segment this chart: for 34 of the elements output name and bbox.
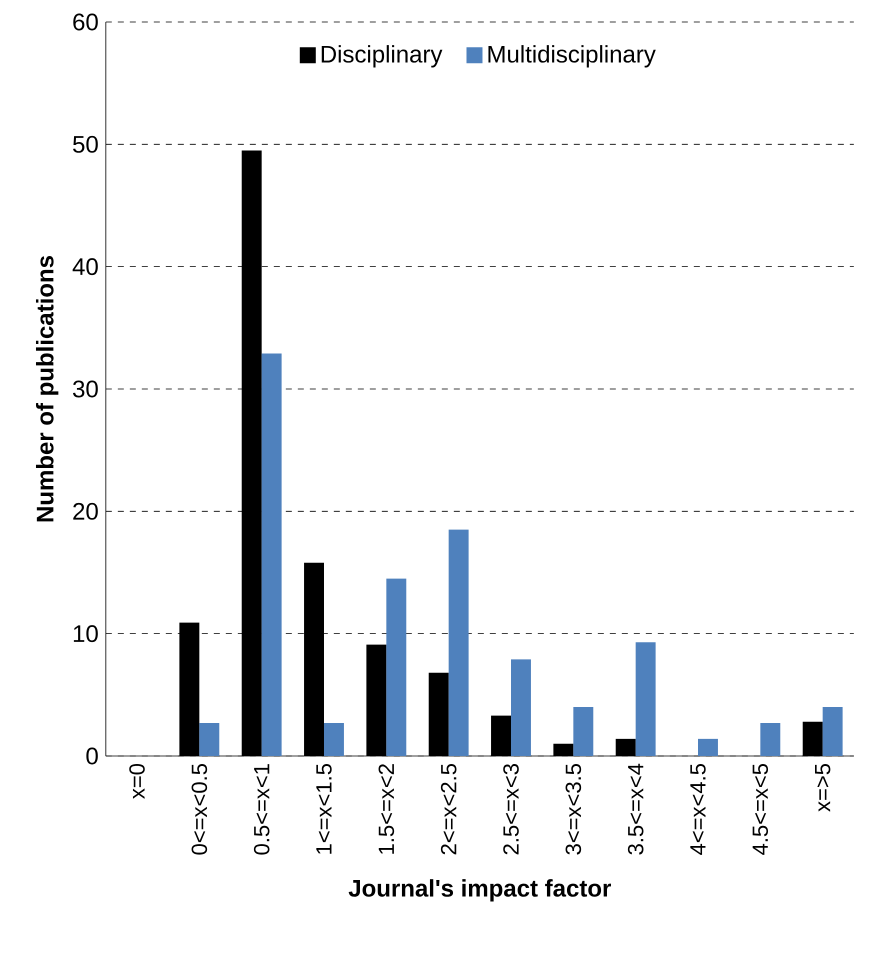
- bar: [636, 642, 656, 756]
- x-tick-label: 1.5<=x<2: [378, 764, 394, 854]
- y-tick-label: 20: [73, 502, 98, 520]
- y-tick-label: 60: [73, 14, 98, 30]
- x-tick-label: 4.5<=x<5: [752, 764, 768, 855]
- bar: [262, 354, 282, 756]
- bar: [822, 707, 843, 756]
- x-tick-label: 3<=x<3.5: [566, 764, 582, 855]
- y-axis-title: Number of publications: [36, 256, 58, 522]
- bar: [698, 738, 718, 756]
- y-tick-label: 30: [72, 380, 98, 398]
- bar: [573, 707, 594, 756]
- legend-label: Disciplinary: [322, 45, 442, 68]
- x-axis-title: Journal's impact factor: [348, 879, 611, 902]
- x-tick-label: 3.5<=x<4: [628, 764, 644, 855]
- bar: [386, 578, 406, 756]
- bar: [324, 722, 344, 756]
- legend-label: Multidisciplinary: [488, 45, 656, 68]
- x-tick-label: 1<=x<1.5: [316, 764, 332, 854]
- x-tick-label: 2.5<=x<3: [503, 764, 519, 854]
- bar: [760, 722, 780, 756]
- y-tick-label: 50: [73, 136, 98, 153]
- bar: [199, 722, 220, 756]
- y-tick-label: 0: [86, 748, 98, 764]
- y-tick-label: 40: [72, 258, 98, 276]
- x-tick-label: 4<=x<4.5: [690, 764, 706, 855]
- bar: [448, 530, 469, 756]
- x-tick-label: 0.5<=x<1: [254, 764, 270, 855]
- x-tick-label: 2<=x<2.5: [440, 764, 456, 854]
- x-tick-label: 0<=x<0.5: [192, 764, 208, 855]
- x-tick-label: x=>5: [815, 764, 830, 812]
- bar: [511, 659, 531, 756]
- x-tick-label: x=0: [129, 764, 145, 799]
- y-tick-label: 10: [74, 625, 98, 642]
